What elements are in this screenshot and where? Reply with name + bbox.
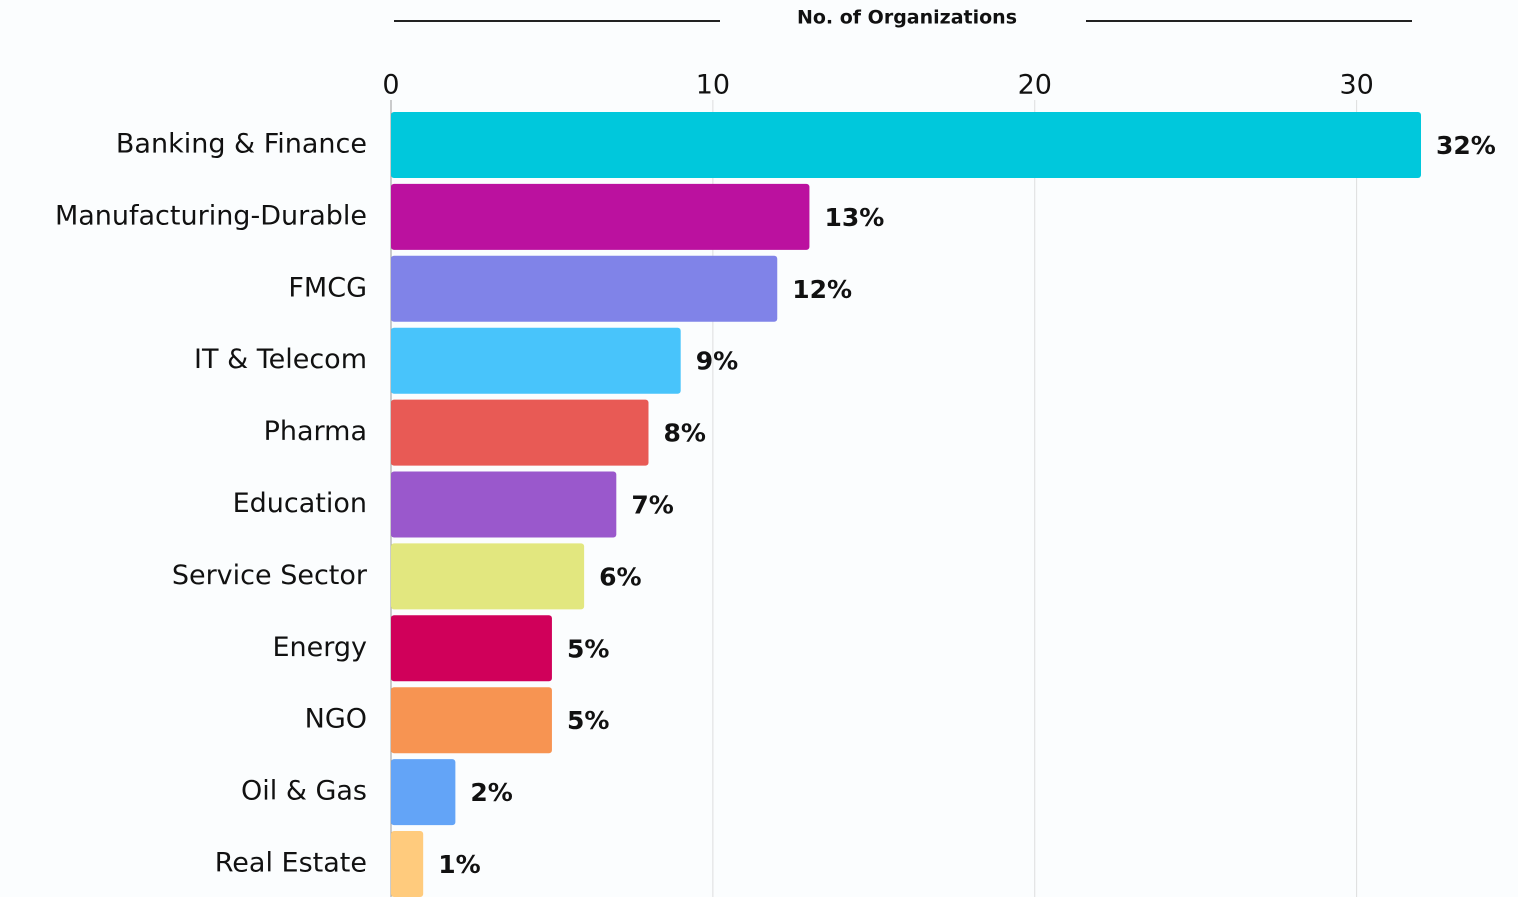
bar — [391, 543, 585, 610]
value-label: 5% — [567, 706, 609, 735]
bar — [391, 831, 424, 897]
category-label: NGO — [305, 704, 367, 735]
value-label: 2% — [470, 778, 512, 807]
bar — [391, 471, 617, 538]
category-label: Education — [233, 488, 367, 519]
x-tick-label: 0 — [382, 70, 399, 101]
value-label: 1% — [438, 850, 480, 879]
bar — [391, 327, 681, 394]
x-tick-label: 30 — [1339, 70, 1373, 101]
value-label: 32% — [1436, 131, 1496, 160]
x-tick-label: 20 — [1018, 70, 1052, 101]
bar — [391, 687, 552, 754]
bar — [391, 183, 810, 250]
category-label: Energy — [272, 632, 367, 663]
value-label: 12% — [792, 275, 852, 304]
value-label: 6% — [599, 562, 641, 591]
bar — [391, 112, 1421, 178]
bar — [391, 399, 649, 466]
category-label: FMCG — [288, 272, 367, 303]
bar — [391, 615, 552, 682]
category-label: Service Sector — [172, 560, 368, 591]
category-label: Manufacturing-Durable — [55, 200, 367, 231]
bar — [391, 255, 778, 322]
value-label: 8% — [664, 419, 706, 448]
category-label: Oil & Gas — [241, 776, 367, 807]
category-label: Real Estate — [215, 848, 367, 879]
category-label: Banking & Finance — [116, 129, 367, 160]
value-label: 9% — [696, 347, 738, 376]
value-label: 13% — [824, 203, 884, 232]
category-label: Pharma — [264, 416, 367, 447]
x-tick-label: 10 — [696, 70, 730, 101]
value-label: 5% — [567, 634, 609, 663]
category-label: IT & Telecom — [194, 344, 367, 375]
bar — [391, 759, 456, 826]
chart-title: No. of Organizations — [797, 7, 1017, 29]
value-label: 7% — [631, 491, 673, 520]
